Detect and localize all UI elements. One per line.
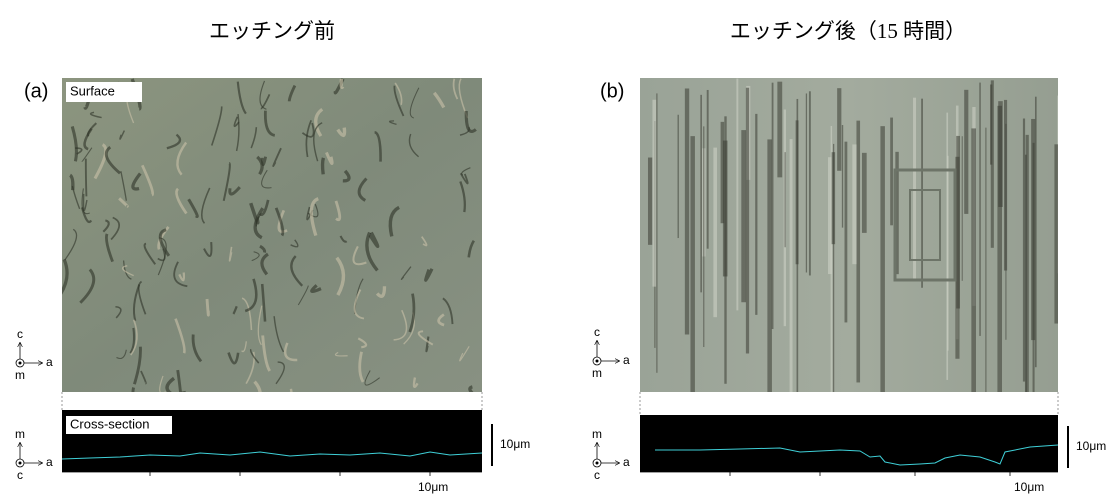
texture <box>890 118 893 226</box>
texture <box>772 83 774 329</box>
texture <box>809 91 811 275</box>
texture <box>290 389 293 402</box>
texture <box>723 141 728 277</box>
texture <box>685 88 689 334</box>
axis-out <box>596 462 599 465</box>
axis-label: m <box>592 366 602 380</box>
axis-label: m <box>15 427 25 441</box>
axis-out <box>19 462 22 465</box>
texture <box>86 159 87 197</box>
texture <box>1035 97 1037 368</box>
panel-title: エッチング後（15 時間） <box>730 19 966 43</box>
texture <box>913 98 916 280</box>
texture <box>133 387 135 400</box>
axis-label: c <box>17 468 23 482</box>
panel-title: エッチング前 <box>209 19 335 43</box>
axis-label: m <box>592 427 602 441</box>
texture <box>703 126 704 347</box>
cross-section-label: Cross-section <box>70 416 149 431</box>
texture <box>785 152 786 247</box>
texture <box>964 90 968 214</box>
texture <box>790 139 793 408</box>
texture <box>845 142 848 323</box>
axis-label: a <box>623 353 630 367</box>
texture <box>746 88 749 354</box>
texture <box>797 99 799 404</box>
texture <box>990 84 992 164</box>
texture <box>1025 155 1027 403</box>
panel-label: (b) <box>600 80 624 102</box>
axis-label: a <box>46 355 53 369</box>
texture <box>652 100 656 287</box>
texture <box>837 88 841 171</box>
texture <box>1005 124 1006 340</box>
texture <box>741 130 746 302</box>
texture <box>648 158 652 245</box>
texture <box>767 139 772 428</box>
texture <box>1054 144 1058 323</box>
axis-label: a <box>46 455 53 469</box>
texture <box>700 95 702 293</box>
texture <box>707 90 709 249</box>
texture <box>832 152 835 244</box>
axis-label: c <box>594 325 600 339</box>
panel-label: (a) <box>24 80 48 102</box>
texture <box>806 93 807 272</box>
texture <box>880 126 884 415</box>
surface-image <box>62 78 482 392</box>
texture <box>979 83 980 336</box>
texture <box>678 115 679 238</box>
texture <box>1023 118 1025 381</box>
texture <box>656 93 657 372</box>
axis-label: a <box>623 455 630 469</box>
texture <box>323 158 324 174</box>
surface-label: Surface <box>70 83 115 98</box>
texture <box>971 128 976 405</box>
texture <box>862 153 867 233</box>
horizontal-scale: 10μm <box>1014 480 1044 494</box>
vertical-scale: 10μm <box>500 437 530 451</box>
axis-out <box>596 360 599 363</box>
texture <box>755 114 757 315</box>
cross-section-image <box>640 415 1058 472</box>
texture <box>856 121 860 383</box>
horizontal-scale: 10μm <box>418 480 448 494</box>
texture <box>207 299 208 315</box>
texture <box>985 128 986 428</box>
texture <box>842 125 843 228</box>
texture <box>852 144 857 264</box>
texture <box>956 136 960 309</box>
axis-out <box>19 362 22 365</box>
texture <box>946 113 948 380</box>
texture <box>736 79 738 311</box>
axis-label: c <box>594 468 600 482</box>
texture <box>997 106 1002 414</box>
vertical-scale: 10μm <box>1076 439 1106 453</box>
axis-label: c <box>17 327 23 341</box>
texture <box>713 148 717 318</box>
axis-label: m <box>15 368 25 382</box>
texture <box>690 136 694 434</box>
texture <box>962 136 963 281</box>
figure: エッチング前 エッチング後（15 時間） (a) (b) Surface Cro… <box>0 0 1115 498</box>
texture <box>777 82 782 178</box>
texture <box>1033 143 1035 410</box>
